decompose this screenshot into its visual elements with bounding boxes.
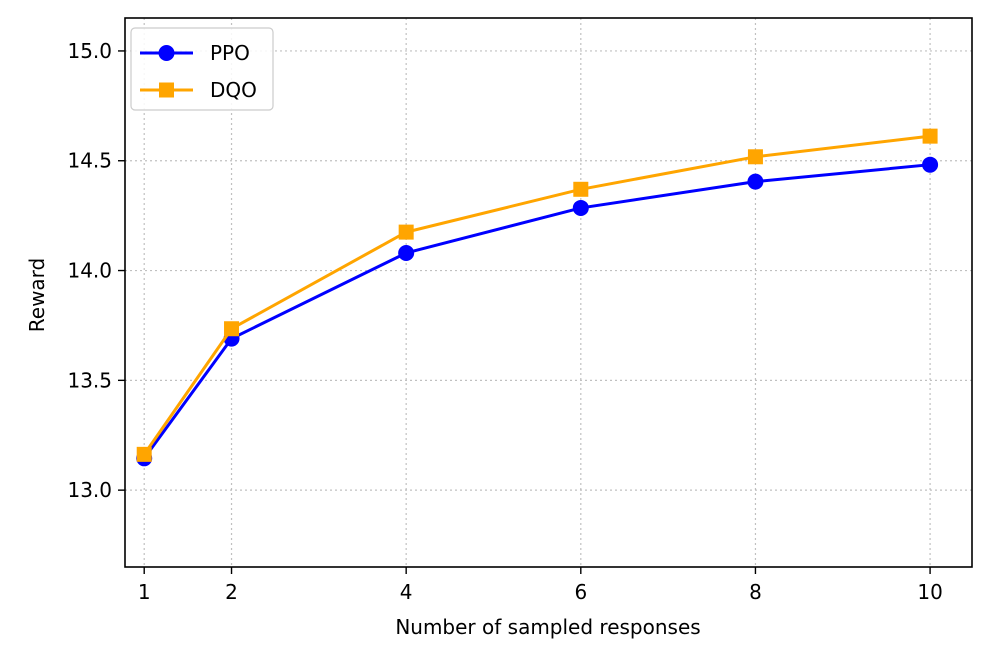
y-axis-label: Reward <box>25 258 49 332</box>
data-point-ppo <box>398 244 415 261</box>
axis-ticks: 1 2 4 6 8 10 13.0 13.5 14.0 14.5 15.0 <box>67 39 942 604</box>
y-tick-label: 13.0 <box>67 478 112 502</box>
data-point-dqo <box>224 321 240 337</box>
legend-item-ppo: PPO <box>140 41 250 65</box>
x-axis-label: Number of sampled responses <box>395 615 700 639</box>
data-point-dqo <box>398 224 414 240</box>
data-point-ppo <box>922 156 939 173</box>
series-line-ppo <box>142 163 931 460</box>
y-tick-label: 15.0 <box>67 39 112 63</box>
x-tick-label: 10 <box>917 580 942 604</box>
data-point-ppo <box>747 173 764 190</box>
data-point-ppo <box>572 199 589 216</box>
series-dqo <box>136 128 938 462</box>
y-tick-label: 14.0 <box>67 259 112 283</box>
legend-label-ppo: PPO <box>210 41 250 65</box>
data-point-dqo <box>922 128 938 144</box>
x-tick-label: 1 <box>138 580 151 604</box>
x-tick-label: 8 <box>749 580 762 604</box>
series-layer <box>136 128 939 467</box>
x-tick-label: 6 <box>574 580 587 604</box>
y-tick-label: 13.5 <box>67 368 112 392</box>
series-line-dqo <box>142 134 931 456</box>
legend-marker-ppo <box>158 45 175 61</box>
legend-label-dqo: DQO <box>210 78 257 102</box>
data-point-dqo <box>573 181 589 197</box>
x-tick-label: 4 <box>400 580 413 604</box>
legend: PPO DQO <box>130 27 274 111</box>
data-point-dqo <box>136 446 152 462</box>
legend-marker-dqo <box>159 82 174 98</box>
x-tick-label: 2 <box>225 580 238 604</box>
y-tick-label: 14.5 <box>67 149 112 173</box>
plot-area-frame <box>124 17 973 568</box>
data-point-dqo <box>747 149 763 165</box>
legend-item-dqo: DQO <box>140 78 257 102</box>
